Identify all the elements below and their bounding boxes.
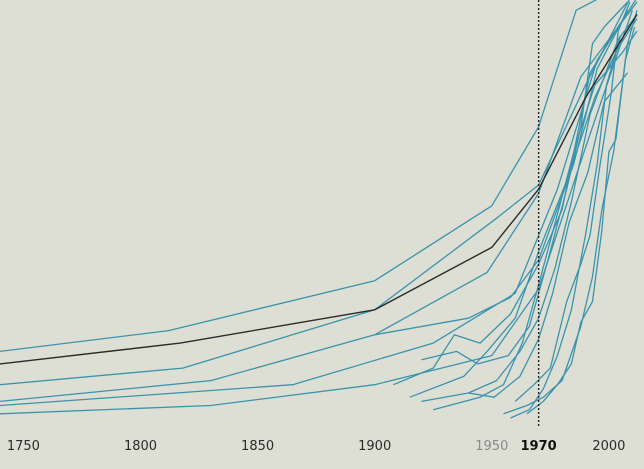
highlight-layer (0, 14, 638, 365)
x-tick-label-1800: 1800 (124, 439, 157, 454)
series-line-15 (514, 1, 631, 402)
series-line-1 (0, 0, 598, 353)
x-tick-label-1750: 1750 (7, 439, 40, 454)
x-tick-label-1970: 1970 (521, 439, 557, 454)
series-line-7 (393, 22, 622, 386)
series-line-4 (0, 0, 637, 407)
series-line-9 (421, 14, 638, 403)
x-tick-label-1950: 1950 (475, 439, 508, 454)
x-tick-label-2000: 2000 (592, 439, 625, 454)
series-line-5 (0, 10, 633, 415)
x-axis-ticks: 1750 1800 1850 1900 1950 1970 2000 (7, 439, 626, 454)
series-line-13 (503, 10, 638, 415)
series-line-3 (0, 1, 638, 403)
x-tick-label-1850: 1850 (241, 439, 274, 454)
highlight-series-line (0, 14, 638, 365)
series-line-8 (409, 18, 638, 398)
series-line-16 (526, 26, 636, 415)
series-layer (0, 0, 638, 419)
series-line-14 (510, 35, 622, 419)
series-line-6 (374, 9, 629, 336)
series-line-12 (468, 72, 629, 398)
series-line-10 (421, 1, 629, 365)
series-line-11 (433, 30, 638, 411)
series-line-2 (0, 0, 630, 386)
x-tick-label-1900: 1900 (358, 439, 391, 454)
